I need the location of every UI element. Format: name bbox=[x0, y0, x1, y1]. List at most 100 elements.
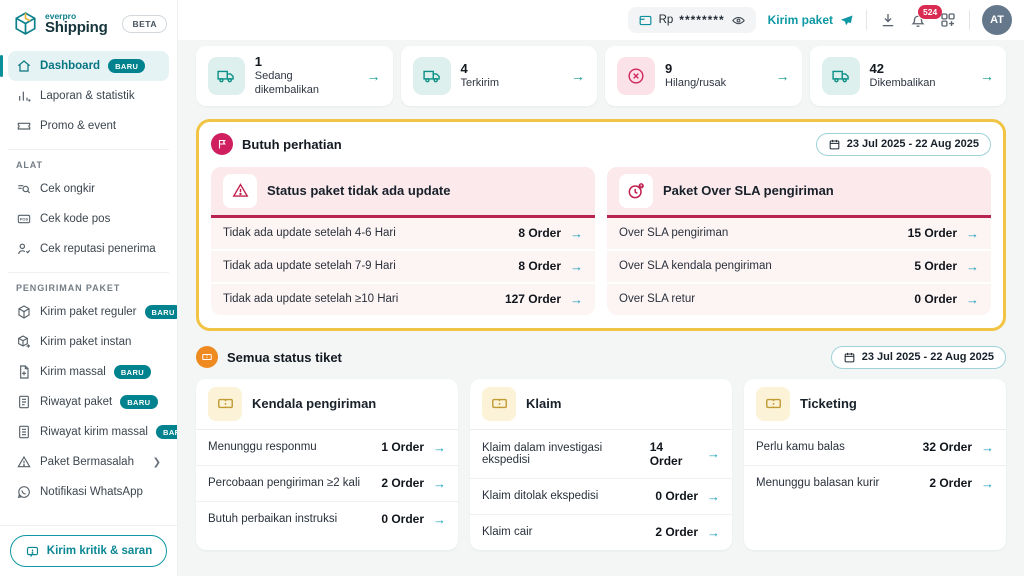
sidebar-item-cek-kode-pos[interactable]: POS Cek kode pos bbox=[8, 204, 169, 234]
metric-label: Klaim ditolak ekspedisi bbox=[482, 490, 599, 503]
svg-text:POS: POS bbox=[20, 217, 29, 222]
stat-card-hilang-rusak[interactable]: 9 Hilang/rusak → bbox=[605, 46, 802, 106]
eye-icon[interactable] bbox=[731, 13, 746, 28]
ticket-icon bbox=[756, 386, 790, 421]
package-instant-icon bbox=[16, 334, 32, 350]
card-paket-over-sla: Paket Over SLA pengiriman Over SLA pengi… bbox=[607, 166, 991, 315]
sidebar-item-paket-bermasalah[interactable]: Paket Bermasalah ❯ bbox=[8, 447, 169, 477]
sidebar-item-cek-reputasi-penerima[interactable]: Cek reputasi penerima bbox=[8, 234, 169, 264]
attention-title: Butuh perhatian bbox=[242, 136, 342, 152]
sidebar-item-riwayat-kirim-massal[interactable]: Riwayat kirim massal BARU bbox=[8, 417, 177, 447]
metric-row[interactable]: Over SLA kendala pengiriman 5 Order → bbox=[607, 251, 991, 284]
card-header: Paket Over SLA pengiriman bbox=[607, 166, 991, 218]
calendar-icon bbox=[828, 138, 841, 151]
metric-label: Over SLA pengiriman bbox=[619, 227, 729, 240]
metric-row[interactable]: Over SLA pengiriman 15 Order → bbox=[607, 218, 991, 251]
metric-row[interactable]: Klaim cair 2 Order → bbox=[470, 515, 732, 550]
metric-label: Tidak ada update setelah 4-6 Hari bbox=[223, 227, 396, 240]
brand-name-small: everpro bbox=[45, 10, 77, 21]
truck-icon bbox=[208, 56, 245, 95]
history-bulk-icon bbox=[16, 424, 32, 440]
metric-row[interactable]: Tidak ada update setelah 7-9 Hari 8 Orde… bbox=[211, 251, 595, 284]
metric-row[interactable]: Menunggu balasan kurir 2 Order → bbox=[744, 466, 1006, 501]
person-check-icon bbox=[16, 241, 32, 257]
stat-card-terkirim[interactable]: 4 Terkirim → bbox=[400, 46, 597, 106]
metric-row[interactable]: Butuh perbaikan instruksi 0 Order → bbox=[196, 502, 458, 537]
baru-badge: BARU bbox=[113, 365, 152, 379]
metric-row[interactable]: Tidak ada update setelah ≥10 Hari 127 Or… bbox=[211, 284, 595, 315]
dashboard-content: 1 Sedang dikembalikan → 4 Terkirim → bbox=[178, 40, 1024, 576]
arrow-right-icon: → bbox=[707, 446, 720, 462]
brand-header: everpro Shipping BETA bbox=[0, 0, 177, 45]
arrow-right-icon: → bbox=[433, 439, 446, 455]
tickets-date-range-picker[interactable]: 23 Jul 2025 - 22 Aug 2025 bbox=[830, 345, 1006, 369]
card-header: Status paket tidak ada update bbox=[211, 166, 595, 218]
chat-icon bbox=[25, 544, 40, 559]
brand-cube-icon bbox=[12, 10, 39, 37]
metric-label: Menunggu responmu bbox=[208, 441, 317, 454]
arrow-right-icon: → bbox=[980, 67, 994, 84]
download-icon[interactable] bbox=[879, 11, 897, 29]
card-title: Klaim bbox=[526, 396, 562, 412]
metric-label: Percobaan pengiriman ≥2 kali bbox=[208, 477, 361, 490]
sidebar-item-label: Kirim paket instan bbox=[40, 336, 132, 348]
user-avatar[interactable]: AT bbox=[982, 5, 1012, 35]
sidebar-nav: Dashboard BARU Laporan & statistik Promo… bbox=[0, 45, 177, 525]
card-header: Klaim bbox=[470, 379, 732, 430]
metric-value: 14 Order bbox=[649, 439, 683, 468]
beta-badge: BETA bbox=[122, 14, 167, 33]
arrow-right-icon: → bbox=[775, 67, 790, 84]
sidebar-item-cek-ongkir[interactable]: Cek ongkir bbox=[8, 174, 169, 204]
card-header: Kendala pengiriman bbox=[196, 379, 458, 430]
sidebar-item-kirim-massal[interactable]: Kirim massal BARU bbox=[8, 357, 169, 387]
apps-grid-icon[interactable] bbox=[939, 11, 957, 29]
sidebar-item-promo-event[interactable]: Promo & event bbox=[8, 111, 169, 141]
metric-row[interactable]: Menunggu responmu 1 Order → bbox=[196, 430, 458, 466]
baru-badge: BARU bbox=[120, 395, 158, 409]
metric-row[interactable]: Perlu kamu balas 32 Order → bbox=[744, 430, 1006, 466]
metric-value: 0 Order bbox=[914, 292, 957, 307]
metric-value: 2 Order bbox=[929, 476, 972, 491]
metric-label: Tidak ada update setelah 7-9 Hari bbox=[223, 260, 396, 273]
sidebar-item-kirim-paket-reguler[interactable]: Kirim paket reguler BARU bbox=[8, 297, 177, 327]
card-title: Status paket tidak ada update bbox=[267, 183, 451, 199]
sidebar-item-notifikasi-whatsapp[interactable]: Notifikasi WhatsApp bbox=[8, 477, 169, 507]
tickets-date-range: 23 Jul 2025 - 22 Aug 2025 bbox=[861, 351, 994, 364]
metric-row[interactable]: Percobaan pengiriman ≥2 kali 2 Order → bbox=[196, 466, 458, 502]
arrow-right-icon: → bbox=[966, 225, 979, 241]
metric-row[interactable]: Over SLA retur 0 Order → bbox=[607, 284, 991, 315]
metric-row[interactable]: Klaim dalam investigasi ekspedisi 14 Ord… bbox=[470, 430, 732, 479]
sidebar-item-riwayat-paket[interactable]: Riwayat paket BARU bbox=[8, 387, 169, 417]
clock-alert-icon bbox=[619, 173, 653, 208]
feedback-button[interactable]: Kirim kritik & saran bbox=[10, 535, 167, 567]
brand-name: Shipping bbox=[45, 19, 108, 37]
metric-label: Over SLA kendala pengiriman bbox=[619, 260, 772, 273]
metric-row[interactable]: Klaim ditolak ekspedisi 0 Order → bbox=[470, 479, 732, 515]
stat-label: Terkirim bbox=[460, 77, 500, 90]
bar-chart-icon bbox=[16, 88, 32, 104]
sidebar-item-label: Kirim massal bbox=[40, 366, 106, 378]
arrow-right-icon: → bbox=[966, 258, 979, 274]
balance-pill[interactable]: Rp ******** bbox=[627, 7, 756, 33]
sidebar-item-label: Riwayat kirim massal bbox=[40, 426, 148, 438]
attention-header: Butuh perhatian 23 Jul 2025 - 22 Aug 202… bbox=[211, 132, 991, 156]
baru-badge: BARU bbox=[156, 425, 177, 439]
metric-row[interactable]: Tidak ada update setelah 4-6 Hari 8 Orde… bbox=[211, 218, 595, 251]
notifications-bell-icon[interactable]: 524 bbox=[909, 4, 944, 29]
sidebar-item-laporan-statistik[interactable]: Laporan & statistik bbox=[8, 81, 169, 111]
send-package-link[interactable]: Kirim paket bbox=[768, 13, 854, 28]
attention-date-range-picker[interactable]: 23 Jul 2025 - 22 Aug 2025 bbox=[815, 132, 991, 156]
warning-triangle-icon bbox=[16, 454, 32, 470]
sidebar-item-dashboard[interactable]: Dashboard BARU bbox=[0, 51, 169, 81]
chevron-right-icon: ❯ bbox=[152, 456, 161, 468]
stat-card-sedang-dikembalikan[interactable]: 1 Sedang dikembalikan → bbox=[196, 46, 393, 106]
wallet-card-icon bbox=[638, 13, 653, 28]
balance-currency: Rp bbox=[658, 14, 674, 26]
divider bbox=[8, 149, 169, 150]
metric-value: 5 Order bbox=[914, 259, 957, 274]
stat-label: Dikembalikan bbox=[869, 77, 936, 90]
sidebar-item-kirim-paket-instan[interactable]: Kirim paket instan bbox=[8, 327, 169, 357]
stat-card-dikembalikan[interactable]: 42 Dikembalikan → bbox=[809, 46, 1006, 106]
metric-value: 2 Order bbox=[655, 525, 698, 540]
